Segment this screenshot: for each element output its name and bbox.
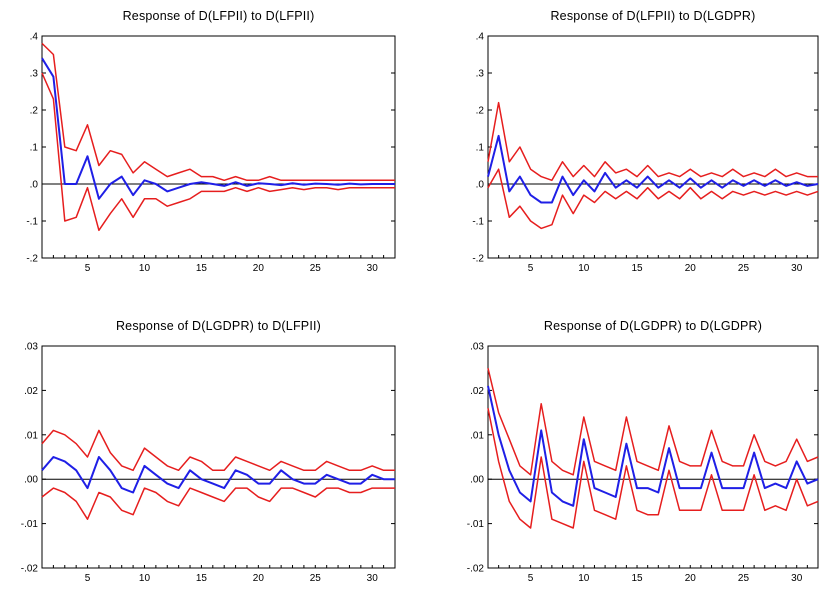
- x-tick-label: 20: [685, 573, 697, 584]
- panel-lfpii-to-lgdpr: Response of D(LFPII) to D(LGDPR) .4 .3 .2 .1…: [472, 9, 819, 274]
- response-line: [41, 57, 395, 200]
- plot-frame: [41, 35, 396, 259]
- y-tick-label: .0: [30, 180, 39, 191]
- y-tick-label: -.1: [472, 217, 484, 228]
- x-tick-label: 10: [139, 573, 151, 584]
- y-tick-label: .00: [470, 475, 484, 486]
- lower-band-line: [41, 487, 395, 520]
- upper-band-line: [41, 42, 395, 182]
- x-tick-label: 5: [528, 263, 534, 274]
- panel-lgdpr-to-lfpii: Response of D(LGDPR) to D(LFPII) .03 .02 .0…: [21, 319, 396, 584]
- y-tick-label: .2: [30, 106, 39, 117]
- y-tick-label: .01: [470, 430, 484, 441]
- upper-band-line: [487, 101, 818, 182]
- x-tick-label: 15: [196, 263, 208, 274]
- y-tick-label: .00: [24, 475, 38, 486]
- y-tick-label: .0: [476, 180, 485, 191]
- panel-title: Response of D(LFPII) to D(LFPII): [123, 9, 315, 23]
- x-tick-label: 10: [139, 263, 151, 274]
- x-tick-label: 10: [578, 263, 590, 274]
- x-tick-label: 20: [685, 263, 697, 274]
- y-tick-label: .4: [476, 32, 485, 43]
- lower-band-line: [487, 168, 819, 230]
- y-tick-label: .3: [476, 69, 485, 80]
- response-line: [487, 385, 819, 507]
- response-line: [41, 456, 395, 494]
- x-tick-label: 30: [367, 573, 379, 584]
- x-tick-label: 15: [631, 263, 643, 274]
- y-tick-label: .03: [24, 342, 38, 353]
- y-tick-label: -.1: [26, 217, 38, 228]
- x-tick-label: 30: [367, 263, 379, 274]
- panel-lfpii-to-lfpii: Response of D(LFPII) to D(LFPII) .4 .3 .2 .1…: [26, 9, 396, 274]
- y-tick-label: .1: [30, 143, 39, 154]
- x-tick-label: 25: [310, 573, 322, 584]
- y-tick-label: -.2: [26, 254, 38, 265]
- y-tick-label: .1: [476, 143, 485, 154]
- lower-band-line: [41, 72, 395, 232]
- x-tick-label: 30: [791, 573, 803, 584]
- panel-title: Response of D(LGDPR) to D(LGDPR): [544, 319, 762, 333]
- y-tick-label: .3: [30, 69, 39, 80]
- x-tick-label: 5: [85, 263, 91, 274]
- y-tick-label: .03: [470, 342, 484, 353]
- x-tick-label: 25: [738, 573, 750, 584]
- plot-frame: [41, 345, 396, 569]
- panel-title: Response of D(LGDPR) to D(LFPII): [116, 319, 321, 333]
- x-tick-label: 5: [528, 573, 534, 584]
- upper-band-line: [41, 429, 395, 472]
- upper-band-line: [487, 368, 819, 476]
- lower-band-line: [487, 408, 819, 529]
- x-tick-label: 25: [310, 263, 322, 274]
- x-tick-label: 30: [791, 263, 803, 274]
- x-tick-label: 20: [253, 573, 265, 584]
- panel-lgdpr-to-lgdpr: Response of D(LGDPR) to D(LGDPR) .03 .02 .0…: [467, 319, 819, 584]
- plot-frame: [487, 35, 819, 259]
- y-tick-label: .4: [30, 32, 39, 43]
- response-line: [487, 134, 819, 204]
- x-tick-label: 15: [196, 573, 208, 584]
- y-tick-label: .2: [476, 106, 485, 117]
- x-tick-label: 15: [631, 573, 643, 584]
- y-tick-label: .02: [24, 386, 38, 397]
- y-tick-label: -.01: [467, 519, 485, 530]
- y-tick-label: .02: [470, 386, 484, 397]
- x-tick-label: 10: [578, 573, 590, 584]
- y-tick-label: -.02: [21, 564, 39, 575]
- panel-title: Response of D(LFPII) to D(LGDPR): [550, 9, 755, 23]
- x-tick-label: 5: [85, 573, 91, 584]
- y-tick-label: .01: [24, 430, 38, 441]
- x-tick-label: 25: [738, 263, 750, 274]
- y-tick-label: -.02: [467, 564, 485, 575]
- y-tick-label: -.2: [472, 254, 484, 265]
- x-tick-label: 20: [253, 263, 265, 274]
- y-tick-label: -.01: [21, 519, 39, 530]
